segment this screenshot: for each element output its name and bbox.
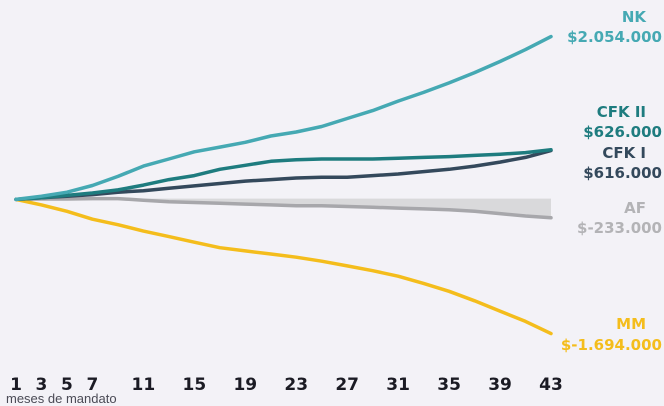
area-layer xyxy=(16,198,551,218)
x-axis: 1 3 5 7 11 15 19 23 27 31 35 39 43 xyxy=(10,375,563,395)
series-line-af xyxy=(14,196,553,220)
series-value-cfk-i: $616.000 xyxy=(583,164,662,182)
series-value-af: $-233.000 xyxy=(577,219,662,237)
series-line-cfk-ii xyxy=(14,148,553,202)
series-value-nk: $2.054.000 xyxy=(567,28,662,46)
series-name-cfk-ii: CFK II xyxy=(597,103,646,121)
x-tick-label: 11 xyxy=(132,375,156,395)
series-name-nk: NK xyxy=(622,8,648,26)
series-labels: NK $2.054.000 CFK II $626.000 CFK I $616.000 A… xyxy=(561,8,662,354)
x-axis-label: meses de mandato xyxy=(6,391,117,406)
x-tick-label: 31 xyxy=(386,375,410,395)
af-shaded-area xyxy=(16,198,551,218)
series-line-mm xyxy=(14,197,553,336)
series-line-cfk-i xyxy=(14,148,553,202)
x-tick-label: 5 xyxy=(61,375,73,395)
series-value-cfk-ii: $626.000 xyxy=(583,123,662,141)
series-value-mm: $-1.694.000 xyxy=(561,336,662,354)
x-tick-label: 1 xyxy=(10,375,22,395)
x-tick-label: 23 xyxy=(284,375,308,395)
x-tick-label: 35 xyxy=(437,375,461,395)
lines-layer xyxy=(14,34,553,336)
x-tick-label: 7 xyxy=(87,375,99,395)
x-tick-label: 3 xyxy=(36,375,48,395)
x-tick-label: 43 xyxy=(539,375,563,395)
x-tick-label: 39 xyxy=(488,375,512,395)
x-tick-label: 15 xyxy=(182,375,206,395)
x-tick-label: 27 xyxy=(335,375,359,395)
series-name-af: AF xyxy=(624,199,646,217)
series-name-cfk-i: CFK I xyxy=(602,144,646,162)
x-tick-label: 19 xyxy=(233,375,257,395)
series-name-mm: MM xyxy=(616,315,646,333)
series-line-nk xyxy=(14,34,553,202)
